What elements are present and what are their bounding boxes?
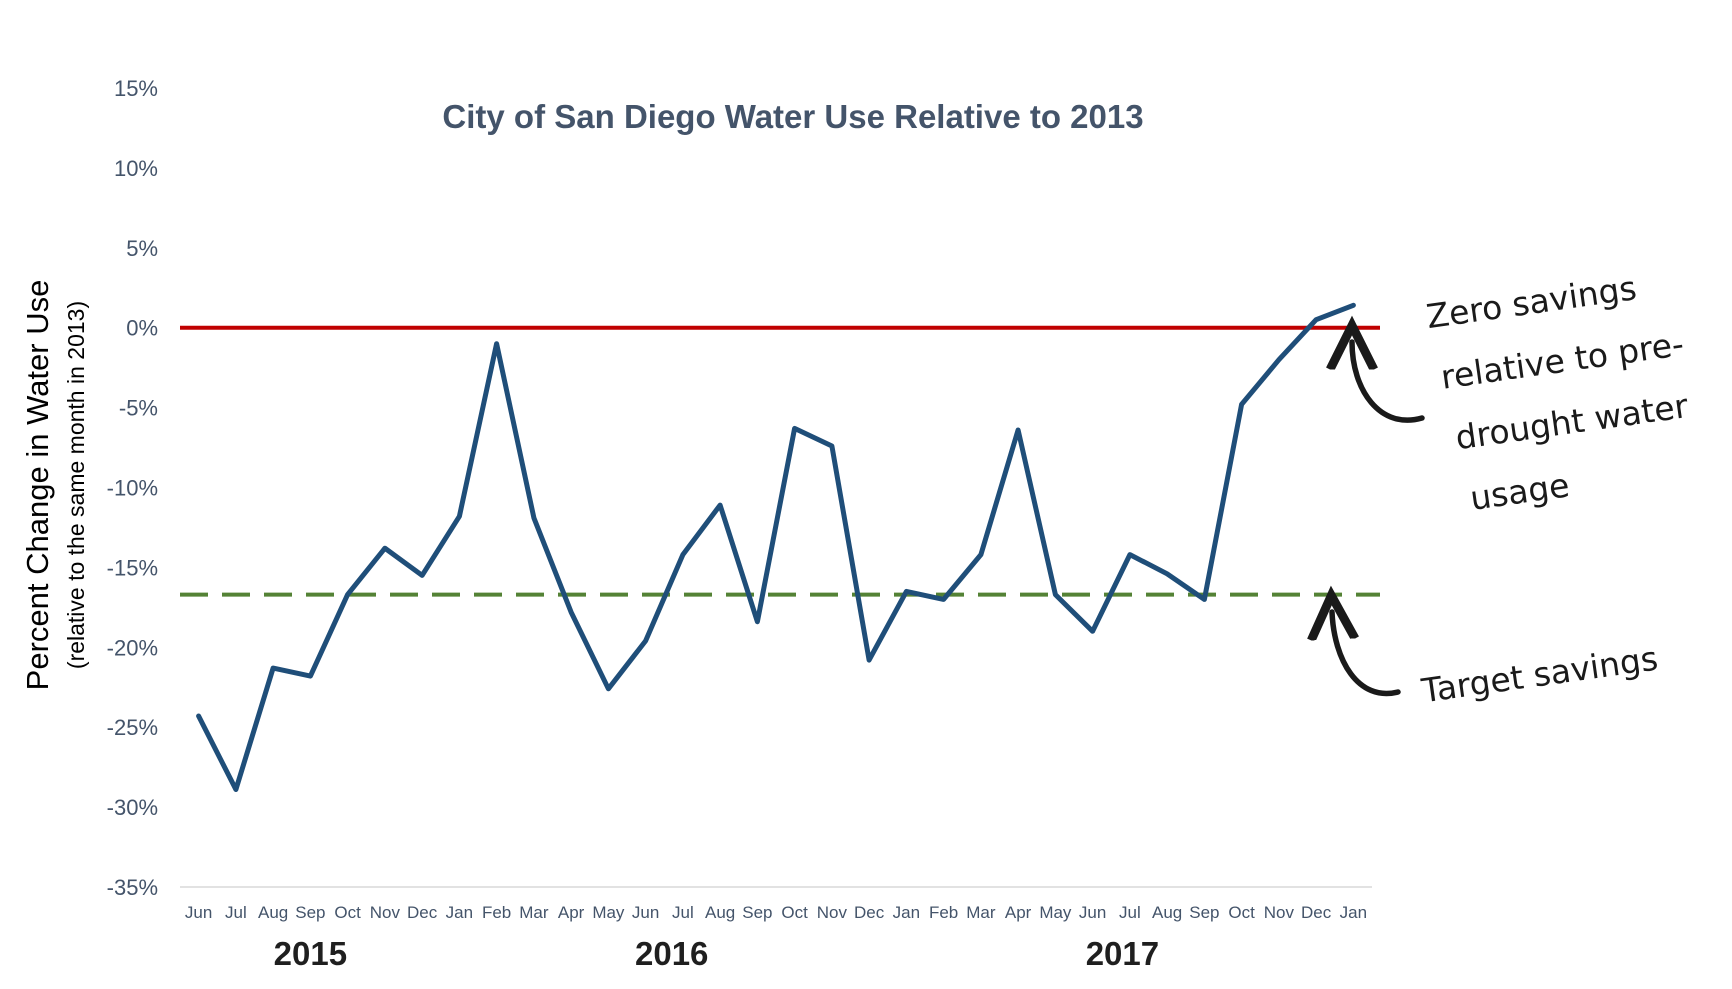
y-tick-label: -35% xyxy=(107,875,158,900)
x-tick-label: Feb xyxy=(929,903,958,922)
x-tick-label: May xyxy=(592,903,625,922)
y-tick-label: -10% xyxy=(107,476,158,501)
y-tick-label: 10% xyxy=(114,156,158,181)
x-tick-label: Dec xyxy=(1301,903,1332,922)
x-tick-label: Oct xyxy=(781,903,808,922)
x-tick-label: Dec xyxy=(407,903,438,922)
year-label: 2017 xyxy=(1086,935,1159,972)
x-tick-label: Jan xyxy=(446,903,473,922)
x-tick-label: Sep xyxy=(742,903,772,922)
x-tick-label: Sep xyxy=(295,903,325,922)
x-axis-ticks: Jun Jul Aug Sep Oct Nov Dec Jan Feb Mar Apr May Jun J… xyxy=(185,903,1367,922)
x-tick-label: Jul xyxy=(225,903,247,922)
annotation-zero-line-4: usage xyxy=(1468,465,1572,517)
x-tick-label: Feb xyxy=(482,903,511,922)
x-tick-label: Aug xyxy=(1152,903,1182,922)
chart-title: City of San Diego Water Use Relative to … xyxy=(442,98,1143,135)
x-tick-label: Aug xyxy=(705,903,735,922)
y-tick-label: -25% xyxy=(107,715,158,740)
y-tick-label: -20% xyxy=(107,635,158,660)
x-tick-label: Oct xyxy=(334,903,361,922)
y-axis-ticks: 15% 10% 5% 0% -5% -10% -15% -20% -25% -30% -35% xyxy=(107,76,158,900)
annotation-zero-line-1: Zero savings xyxy=(1424,268,1639,336)
x-tick-label: Apr xyxy=(558,903,585,922)
y-axis-subtitle: (relative to the same month in 2013) xyxy=(63,301,89,669)
annotation-zero-line-2: relative to pre- xyxy=(1438,324,1686,397)
x-tick-label: Nov xyxy=(1264,903,1295,922)
x-tick-label: Aug xyxy=(258,903,288,922)
y-axis-title: Percent Change in Water Use xyxy=(20,280,55,691)
x-tick-label: May xyxy=(1039,903,1072,922)
x-tick-label: Dec xyxy=(854,903,885,922)
reference-lines xyxy=(180,325,1380,597)
x-tick-label: Jan xyxy=(893,903,920,922)
y-tick-label: -5% xyxy=(119,396,158,421)
year-label: 2016 xyxy=(635,935,708,972)
x-tick-label: Jun xyxy=(185,903,212,922)
x-tick-label: Nov xyxy=(370,903,401,922)
x-tick-label: Jan xyxy=(1340,903,1367,922)
x-tick-label: Jun xyxy=(1079,903,1106,922)
annotation-target-savings: Target savings xyxy=(1418,639,1660,711)
y-tick-label: 0% xyxy=(126,316,158,341)
x-tick-label: Mar xyxy=(966,903,996,922)
arrow-target-icon xyxy=(1332,612,1401,697)
y-tick-label: 5% xyxy=(126,236,158,261)
annotation-zero-line-3: drought water xyxy=(1453,386,1691,457)
arrow-zero-icon xyxy=(1352,342,1425,423)
y-tick-label: 15% xyxy=(114,76,158,101)
year-label: 2015 xyxy=(274,935,347,972)
y-tick-label: -15% xyxy=(107,555,158,580)
x-tick-label: Nov xyxy=(817,903,848,922)
x-tick-label: Jun xyxy=(632,903,659,922)
x-tick-label: Oct xyxy=(1228,903,1255,922)
x-tick-label: Sep xyxy=(1189,903,1219,922)
y-tick-label: -30% xyxy=(107,795,158,820)
x-tick-label: Jul xyxy=(1119,903,1141,922)
annotation-zero-savings: Zero savings relative to pre- drought wa… xyxy=(1424,268,1691,518)
annotation-target-line-1: Target savings xyxy=(1418,639,1660,711)
x-tick-label: Apr xyxy=(1005,903,1032,922)
x-tick-label: Mar xyxy=(519,903,549,922)
series-line xyxy=(196,302,1356,792)
x-tick-label: Jul xyxy=(672,903,694,922)
year-labels: 2015 2016 2017 xyxy=(274,935,1159,972)
y-axis-title-group: Percent Change in Water Use (relative to… xyxy=(20,280,89,691)
